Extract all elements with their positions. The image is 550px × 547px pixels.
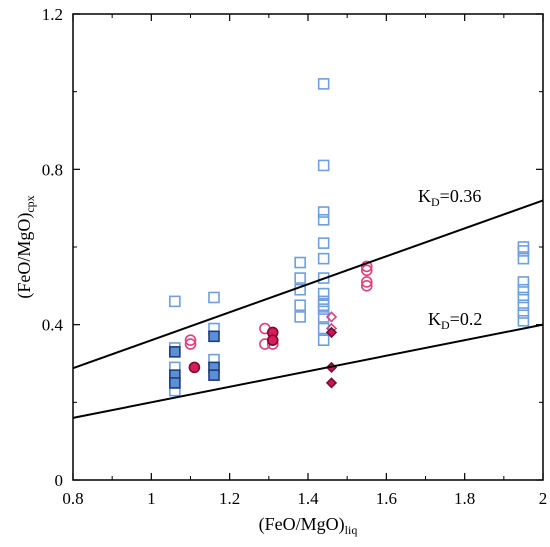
data-point-square [317,159,330,172]
x-tick-label: 1 [147,489,156,508]
data-point-diamond [325,326,338,339]
x-tick-label: 1.6 [376,489,397,508]
data-point-square [317,214,330,226]
data-point-square [517,291,530,304]
x-axis-title: (FeO/MgO)liq [259,514,358,537]
kd-line-02 [72,323,544,419]
x-axis-title-main: (FeO/MgO) [259,514,345,535]
data-point-circle [360,276,373,288]
y-tick-label: 0.4 [42,316,64,335]
data-point-square [317,334,330,347]
y-axis-title-sub: cpx [23,195,37,212]
kd-02-label-main: K [428,309,441,329]
x-tick-label: 1.4 [297,489,319,508]
x-tick-label: 2 [539,489,548,508]
x-tick-label: 1.2 [219,489,240,508]
reference-lines-layer [72,199,544,419]
kd-line-036 [72,199,544,370]
data-point-circle [188,361,201,374]
data-point-square [517,241,530,253]
x-tick-label: 1.8 [454,489,475,508]
data-point-square [517,276,530,288]
data-point-square [294,311,306,323]
data-point-circle [360,264,373,277]
y-tick-label: 0 [55,471,64,490]
kd-02-label: KD=0.2 [428,309,482,332]
ticks-layer: 0.8 1 1.2 1.4 1.6 1.8 2 0 0.4 0.8 1.2 [42,5,548,508]
data-point-square [208,291,220,304]
data-point-square [317,78,330,90]
data-point-square [317,206,330,218]
data-point-square [517,307,530,319]
y-tick-label: 0.8 [42,160,63,179]
data-point-diamond [325,377,338,389]
data-point-square [169,346,181,358]
kd-036-label-value: =0.36 [440,186,482,206]
marks-layer [169,78,530,397]
data-point-circle [360,280,373,292]
data-point-square [517,252,530,265]
data-point-square [317,322,330,335]
data-point-square [317,287,330,300]
data-point-square [317,272,330,284]
kd-036-label-sub: D [431,195,440,209]
data-point-circle [184,334,197,347]
data-point-square [317,252,330,265]
y-axis-title-main: (FeO/MgO) [14,213,35,299]
data-point-square [294,299,306,312]
data-point-circle [360,260,373,273]
kd-02-label-value: =0.2 [450,309,483,329]
data-point-square [517,283,530,296]
data-point-square [517,314,530,327]
data-point-square [317,299,330,312]
data-point-square [317,237,330,249]
data-point-square [169,377,181,389]
data-point-square [208,330,220,343]
y-tick-label: 1.2 [42,5,63,24]
y-axis-title: (FeO/MgO)cpx [14,195,37,298]
kd-036-label-main: K [418,186,431,206]
data-point-square [169,295,181,308]
kd-036-label: KD=0.36 [418,186,481,209]
data-point-square [294,272,306,284]
data-point-circle [184,338,197,350]
x-tick-label: 0.8 [62,489,83,508]
data-point-square [517,245,530,257]
data-point-square [317,303,330,315]
data-point-square [294,256,306,269]
data-point-diamond [325,311,338,323]
data-point-square [317,311,330,323]
kd-02-label-sub: D [441,318,450,332]
data-point-square [517,299,530,312]
data-point-circle [266,334,279,347]
data-point-square [208,369,220,381]
plot-frame [72,13,544,481]
x-axis-title-sub: liq [345,523,358,537]
